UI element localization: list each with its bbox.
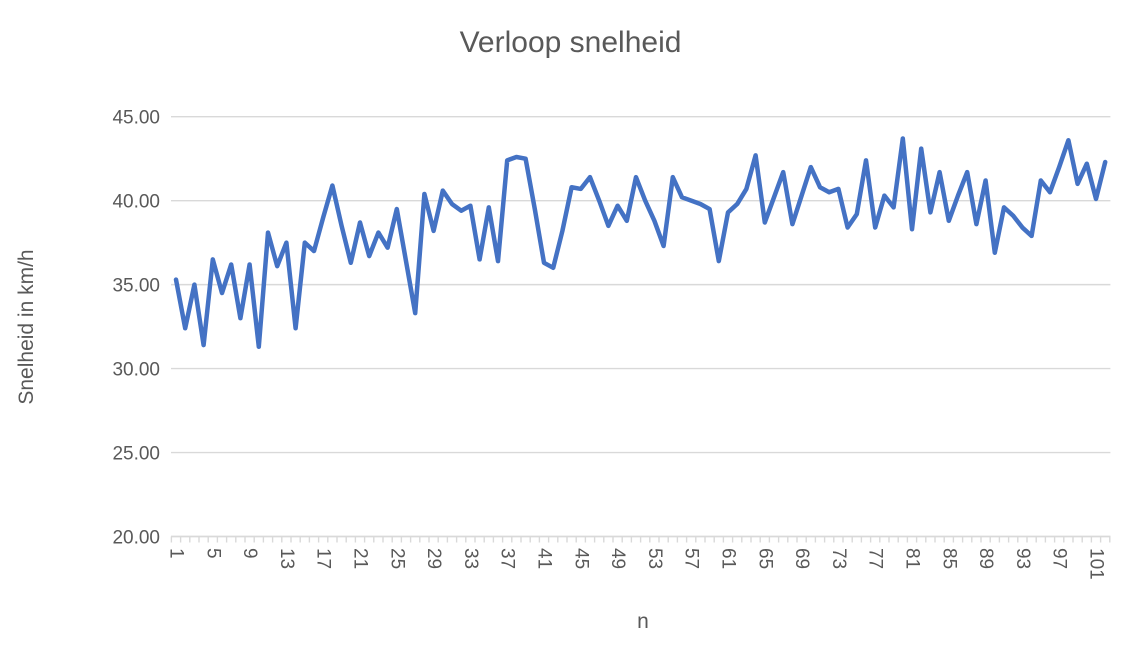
x-tick-label: 25 (386, 548, 407, 569)
x-tick-label: 37 (497, 548, 518, 569)
x-tick-label: 89 (975, 548, 996, 569)
y-axis-title: Snelheid in km/h (15, 249, 38, 405)
x-tick-label: 53 (644, 548, 665, 569)
x-tick-label: 93 (1012, 548, 1033, 569)
x-tick-label: 1 (166, 548, 187, 559)
x-tick-label: 61 (718, 548, 739, 569)
x-tick-label: 65 (754, 548, 775, 569)
x-tick-label: 29 (423, 548, 444, 569)
x-tick-label: 17 (313, 548, 334, 569)
x-tick-label: 77 (865, 548, 886, 569)
x-tick-label: 41 (534, 548, 555, 569)
y-tick-label: 35.00 (112, 276, 160, 297)
y-tick-label: 30.00 (112, 360, 160, 381)
x-tick-label: 81 (902, 548, 923, 569)
x-tick-label: 97 (1049, 548, 1070, 569)
x-tick-label: 101 (1086, 548, 1107, 580)
x-tick-label: 57 (681, 548, 702, 569)
x-axis-title: n (637, 610, 649, 633)
x-tick-label: 85 (938, 548, 959, 569)
y-tick-label: 20.00 (112, 528, 160, 549)
x-tick-label: 21 (350, 548, 371, 569)
chart-title: Verloop snelheid (459, 26, 682, 59)
x-tick-label: 5 (202, 548, 223, 559)
x-tick-label: 69 (791, 548, 812, 569)
x-tick-label: 49 (607, 548, 628, 569)
y-tick-label: 40.00 (112, 192, 160, 213)
x-tick-label: 33 (460, 548, 481, 569)
x-tick-label: 73 (828, 548, 849, 569)
x-tick-label: 45 (570, 548, 591, 569)
y-tick-label: 45.00 (112, 108, 160, 129)
x-tick-label: 9 (239, 548, 260, 559)
y-tick-label: 25.00 (112, 444, 160, 465)
series-line-snelheid (173, 136, 1108, 350)
x-tick-label: 13 (276, 548, 297, 569)
